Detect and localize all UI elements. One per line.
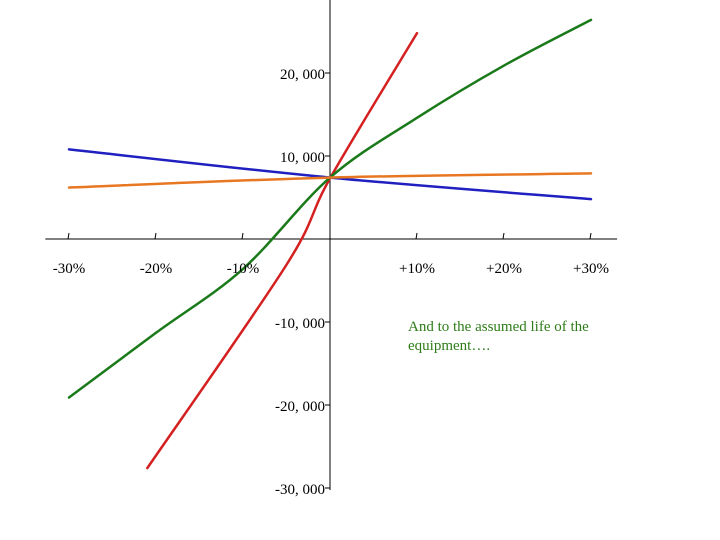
x-tick-mark: [589, 232, 592, 240]
x-tick-label: +30%: [573, 261, 609, 277]
y-tick-label: 20, 000: [280, 67, 325, 83]
x-tick-label: -20%: [140, 261, 173, 277]
x-tick-mark: [415, 232, 418, 240]
x-tick-label: +20%: [486, 261, 522, 277]
axes: [45, 0, 618, 490]
x-tick-mark: [154, 232, 157, 240]
y-tick-label: -20, 000: [275, 399, 325, 415]
x-tick-label: +10%: [399, 261, 435, 277]
y-tick-label: 10, 000: [280, 150, 325, 166]
series-lines: [67, 18, 593, 470]
y-tick-label: -10, 000: [275, 316, 325, 332]
series-line-4: [67, 172, 593, 189]
x-tick-label: -10%: [227, 261, 260, 277]
annotation-text: And to the assumed life of the equipment…: [408, 319, 589, 354]
tick-labels: -30%-20%-10%+10%+20%+30%30, 00020, 00010…: [53, 67, 609, 498]
series-line-1: [146, 31, 419, 470]
x-tick-mark: [67, 232, 70, 240]
x-tick-mark: [502, 232, 505, 240]
x-tick-label: -30%: [53, 261, 86, 277]
y-tick-label: -30, 000: [275, 482, 325, 498]
x-tick-mark: [241, 232, 244, 240]
